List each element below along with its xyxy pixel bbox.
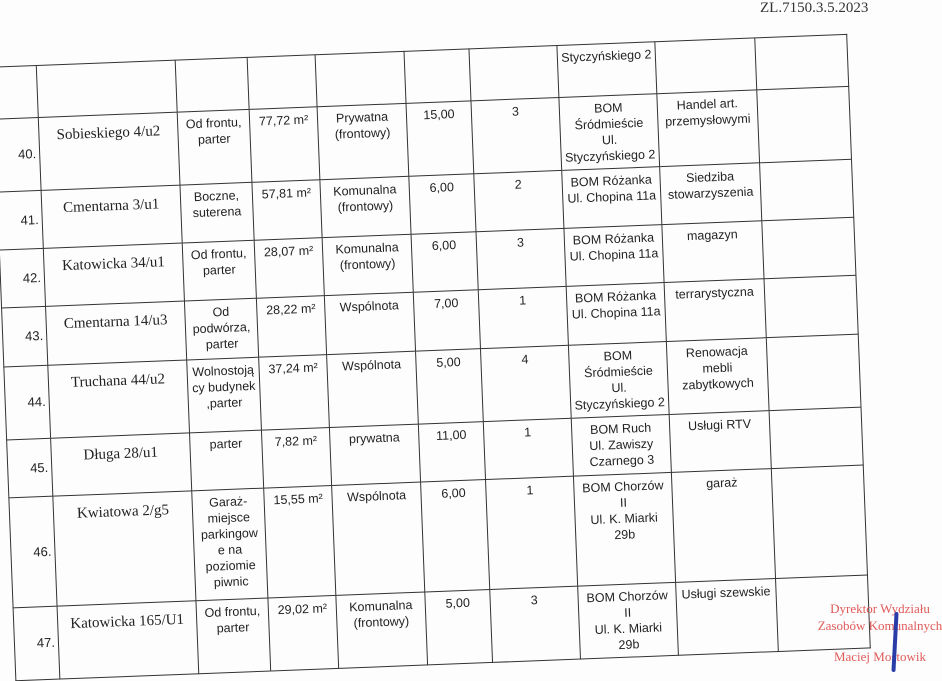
cell-rate: 15,00 [406,100,474,177]
cell-count: 2 [473,170,564,232]
cell-location: Od frontu, parter [182,240,257,302]
cell-area: 15,55 m² [263,485,336,599]
cell-notes [754,34,849,90]
cell-notes [769,407,864,469]
cell-location: Od frontu, parter [177,109,252,186]
stamp-name: Maciej Mostowik [833,649,927,664]
stamp-title-1: Dyrektor Wydziału [830,601,930,616]
cell-address: Truchana 44/u2 [47,359,190,439]
cell-ownership: Komunalna (frontowy) [322,234,414,296]
cell-location: Wolnostoją cy budynek ,parter [186,357,262,433]
cell-count: 1 [485,476,578,590]
cell-rate: 7,00 [413,289,481,352]
cell-administrator: BOM Różanka Ul. Chopina 11a [566,282,667,346]
cell-number: 44. [3,365,51,440]
cell-administrator: BOM Chorzów II Ul. K. Miarki 29b [573,472,676,587]
cell-notes [764,275,859,338]
cell-number: 47. [13,606,60,681]
cell-administrator: BOM Różanka Ul. Chopina 11a [563,224,665,287]
cell-purpose: garaż [671,468,776,583]
cell-area [247,54,318,110]
cell-notes [756,86,852,163]
cell-number: 43. [1,306,48,367]
cell-administrator: BOM Śródmieście Ul. Styczyńskiego 2 [568,341,670,419]
cell-administrator: BOM Różanka Ul. Chopina 11a [561,166,662,229]
cell-address [36,60,178,118]
cell-ownership: Komunalna (frontowy) [335,591,428,669]
cell-rate: 6,00 [420,479,490,592]
cell-purpose: Siedziba stowarzyszenia [659,162,762,225]
cell-ownership: Wspólnota [331,482,425,596]
cell-area: 28,22 m² [256,295,327,358]
cell-area: 28,07 m² [254,237,325,299]
document-reference: ZL.7150.3.5.2023 [760,0,869,16]
official-stamp: Dyrektor Wydziału Zasobów Komunalnych Ma… [815,600,942,665]
cell-address: Cmentarna 14/u3 [45,301,187,366]
cell-count: 3 [475,228,567,290]
cell-address: Katowicka 165/U1 [57,600,199,680]
cell-count: 1 [483,418,574,480]
cell-number: 42. [0,248,46,309]
cell-administrator: Styczyńskiego 2 [556,41,657,98]
cell-location [175,57,250,113]
stamp-title-2: Zasobów Komunalnych [817,618,942,633]
cell-address: Długa 28/u1 [50,432,192,497]
cell-number: 40. [0,117,42,193]
cell-location: Od frontu, parter [195,598,271,674]
cell-administrator: BOM Ruch Ul. Zawiszy Czarnego 3 [571,414,672,477]
cell-ownership: prywatna [329,424,421,486]
cell-rate: 5,00 [415,348,484,425]
cell-purpose: Renowacja mebli zabytkowych [666,337,770,415]
cell-rate: 11,00 [418,421,486,483]
cell-location: parter [189,430,264,491]
cell-administrator: BOM Śródmieście Ul. Styczyńskiego 2 [558,93,660,171]
cell-notes [771,465,868,579]
cell-location: Boczne, suterena [179,182,255,244]
cell-area: 29,02 m² [267,595,339,671]
cell-count: 1 [478,286,569,349]
cell-rate: 6,00 [411,231,479,293]
cell-rate: 5,00 [424,589,493,665]
cell-location: Garaż- miejsce parkingow e na poziomie p… [191,488,268,601]
cell-count: 3 [489,586,581,663]
cell-area: 7,82 m² [261,427,332,489]
cell-area: 57,81 m² [251,179,323,241]
cell-number: 46. [8,496,58,608]
cell-address: Sobieskiego 4/u2 [38,112,180,191]
cell-ownership: Wspólnota [326,351,419,428]
cell-purpose: terrarystyczna [664,278,767,342]
cell-count: 3 [470,97,562,174]
cell-ownership: Wspólnota [324,292,416,355]
cell-purpose: Usługi RTV [669,410,772,473]
cell-ownership: Komunalna (frontowy) [319,176,412,238]
cell-purpose: magazyn [661,220,765,283]
cell-notes [766,334,862,411]
cell-area: 77,72 m² [249,106,320,183]
cell-ownership: Prywatna (frontowy) [317,103,409,180]
cell-administrator: BOM Chorzów II Ul. K. Miarki 29b [577,582,679,660]
cell-purpose: Usługi szewskie [675,578,779,656]
cell-purpose: Handel art. przemysłowymi [656,89,760,167]
cell-rate: 6,00 [408,173,476,235]
cell-number: 41. [0,190,44,251]
cell-address: Cmentarna 3/u1 [41,185,183,249]
cell-purpose [654,37,757,94]
cell-number: 45. [6,438,53,498]
premises-table: Styczyńskiego 2 40. Sobieskiego 4/u2 Od fro… [0,34,871,681]
cell-number [0,65,39,120]
cell-notes [761,217,856,279]
cell-rate [404,48,471,104]
cell-address: Kwiatowa 2/g5 [52,490,196,607]
cell-address: Katowicka 34/u1 [43,243,185,307]
cell-area: 37,24 m² [258,354,330,431]
cell-count: 4 [480,345,572,422]
cell-location: Od podwórza, parter [184,298,259,360]
premises-table-wrapper: Styczyńskiego 2 40. Sobieskiego 4/u2 Od fro… [0,34,871,681]
cell-notes [759,159,854,221]
cell-count [468,45,559,101]
cell-ownership [315,51,407,107]
